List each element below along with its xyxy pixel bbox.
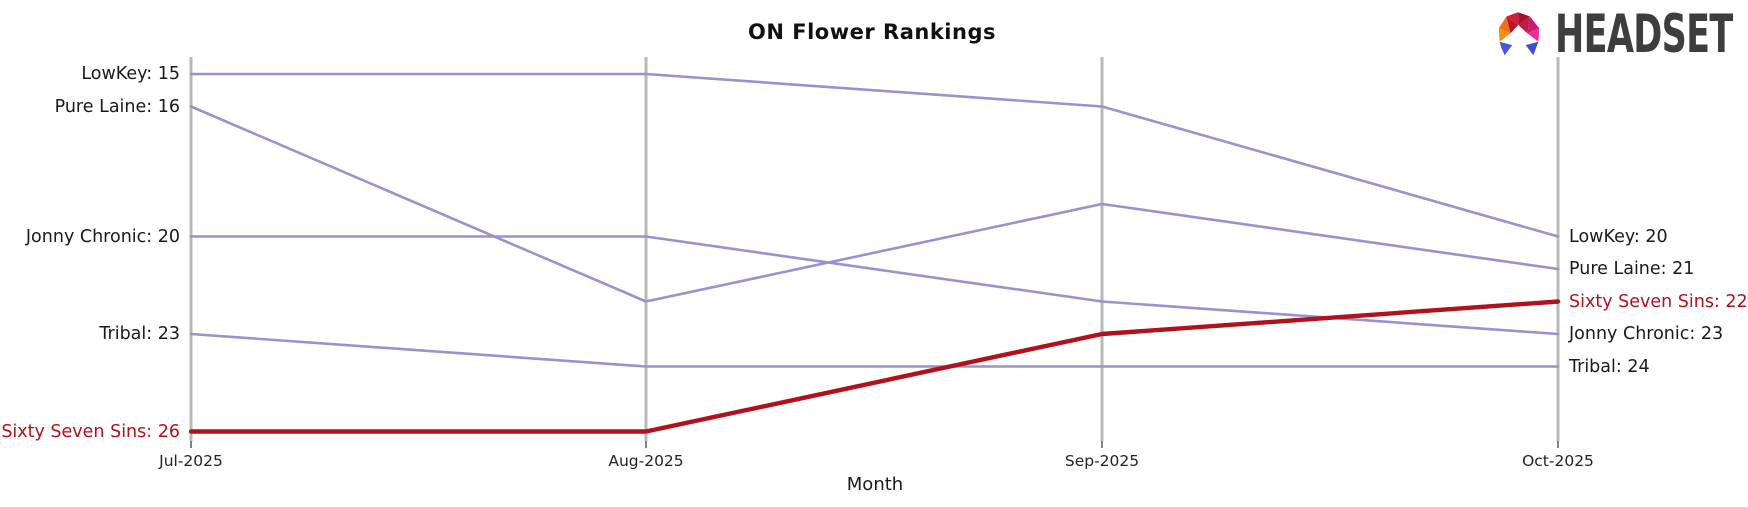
right-label-jonny-chronic: Jonny Chronic: 23 [1569,324,1724,344]
headset-logo-icon [1498,12,1540,56]
left-label-tribal: Tribal: 23 [99,324,180,344]
brand-lockup: HEADSET [1492,6,1748,64]
series-line-sixty-seven-sins [188,299,1561,434]
right-label-tribal: Tribal: 24 [1569,356,1650,377]
chart-title: ON Flower Rankings [748,20,996,44]
series-line-pure-laine [189,105,1560,303]
right-label-sixty-seven-sins: Sixty Seven Sins: 22 [1569,291,1748,312]
x-axis-label: Month [846,474,904,495]
brand-name: HEADSET [1555,4,1733,65]
left-label-sixty-seven-sins: Sixty Seven Sins: 26 [1,421,180,442]
left-label-jonny-chronic: Jonny Chronic: 20 [25,226,180,247]
right-label-lowkey: LowKey: 20 [1569,226,1668,247]
left-label-lowkey: LowKey: 15 [81,64,180,84]
series-line-tribal [189,332,1560,368]
right-label-pure-laine: Pure Laine: 21 [1569,259,1695,279]
series-line-jonny-chronic [189,235,1560,336]
tick-label-aug-2025: Aug-2025 [608,452,684,470]
tick-label-jul-2025: Jul-2025 [159,452,223,470]
left-label-pure-laine: Pure Laine: 16 [54,96,180,117]
series-line-lowkey [189,72,1560,238]
tick-label-oct-2025: Oct-2025 [1522,452,1594,470]
tick-label-sep-2025: Sep-2025 [1064,452,1140,470]
